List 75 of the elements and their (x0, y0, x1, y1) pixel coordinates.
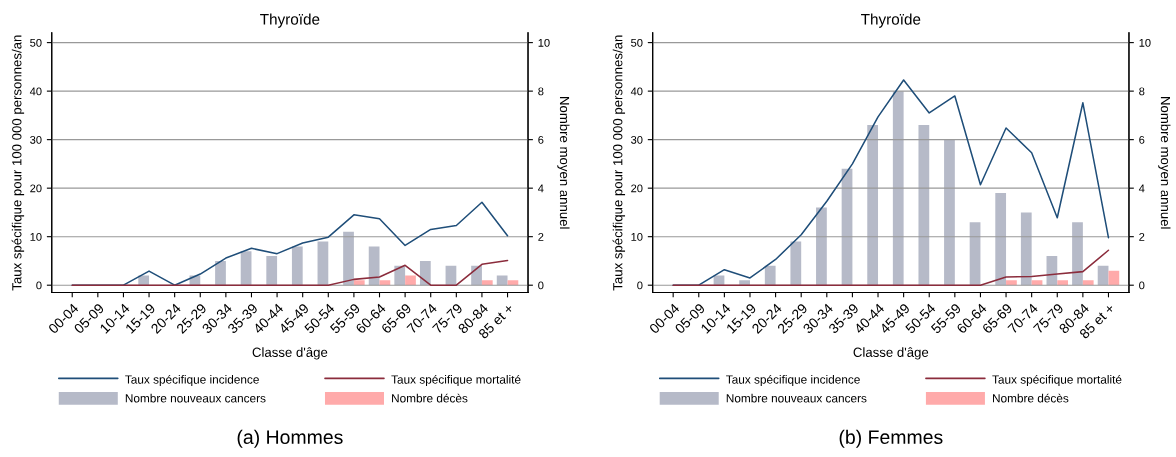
legend-label: Nombre nouveaux cancers (726, 393, 867, 403)
bar (405, 275, 416, 286)
bar (1057, 280, 1069, 286)
y-axis-title: Taux spécifique pour 100 000 personnes/an (612, 35, 626, 291)
y2-tick-label: 4 (1138, 184, 1145, 193)
bar (1020, 212, 1032, 286)
y2-tick-label: 0 (538, 281, 544, 290)
bar (1006, 280, 1017, 286)
bar (892, 91, 904, 286)
y-tick-label: 10 (631, 232, 643, 241)
bar (1082, 280, 1094, 286)
y-tick-label: 0 (36, 281, 42, 290)
chart-title: Thyroïde (260, 13, 320, 28)
y-tick-label: 20 (631, 184, 643, 193)
legend-label: Taux spécifique mortalité (391, 374, 521, 387)
x-axis-title: Classe d'âge (252, 347, 328, 360)
bar (1031, 280, 1043, 286)
bar (394, 265, 406, 286)
legend-label: Nombre nouveaux cancers (125, 393, 266, 403)
bar (944, 139, 955, 286)
bar (496, 275, 508, 286)
y-axis-title: Taux spécifique pour 100 000 personnes/an (11, 35, 25, 291)
bar (266, 256, 278, 286)
bar (1072, 222, 1083, 286)
bar (995, 193, 1007, 286)
y-tick-label: 30 (631, 135, 643, 144)
bar (1108, 270, 1120, 286)
y-tick-label: 10 (30, 232, 42, 241)
y2-tick-label: 6 (538, 135, 544, 144)
y-tick-label: 30 (30, 135, 42, 144)
y2-tick-label: 10 (538, 38, 550, 47)
legend-label: Taux spécifique incidence (726, 374, 860, 387)
text: (b) Femmes (839, 429, 943, 448)
bar (291, 246, 303, 286)
x-axis-title: Classe d'âge (853, 347, 929, 360)
bar (918, 125, 930, 286)
bar (419, 260, 431, 286)
y-tick-label: 40 (29, 87, 42, 96)
y2-axis-title: Nombre moyen annuel (1158, 97, 1171, 229)
bar (867, 125, 879, 286)
y-tick-label: 50 (631, 38, 643, 47)
bar (764, 265, 776, 286)
bar (790, 241, 802, 286)
y2-tick-label: 6 (1139, 135, 1145, 144)
bar (1097, 265, 1109, 286)
bar (379, 280, 391, 286)
y2-tick-label: 0 (1139, 281, 1145, 290)
y-tick-label: 40 (630, 87, 643, 96)
bar (215, 260, 226, 286)
y-tick-label: 20 (30, 184, 42, 193)
legend-label: Nombre décès (392, 393, 468, 403)
y2-tick-label: 2 (1139, 232, 1145, 241)
y2-tick-label: 8 (538, 87, 544, 96)
y-tick-label: 0 (637, 281, 643, 290)
y2-tick-label: 8 (1139, 87, 1145, 96)
bar (969, 222, 981, 286)
bar (471, 265, 482, 286)
chart-title: Thyroïde (861, 13, 921, 28)
text: (a) Hommes (237, 429, 343, 448)
bar (507, 280, 519, 286)
y2-tick-label: 4 (538, 184, 544, 193)
y-tick-label: 50 (30, 38, 42, 47)
bar (816, 207, 827, 286)
bar (343, 231, 354, 286)
bar (368, 246, 380, 286)
legend-label: Taux spécifique incidence (125, 374, 259, 387)
bar (353, 280, 365, 286)
y2-axis-title: Nombre moyen annuel (557, 97, 570, 229)
line-series (71, 259, 509, 286)
y2-tick-label: 10 (1139, 38, 1151, 47)
bar (481, 280, 493, 286)
line-series (672, 249, 1110, 286)
y2-tick-label: 2 (538, 232, 544, 241)
legend-label: Taux spécifique mortalité (992, 374, 1122, 387)
legend-label: Nombre décès (993, 393, 1069, 403)
